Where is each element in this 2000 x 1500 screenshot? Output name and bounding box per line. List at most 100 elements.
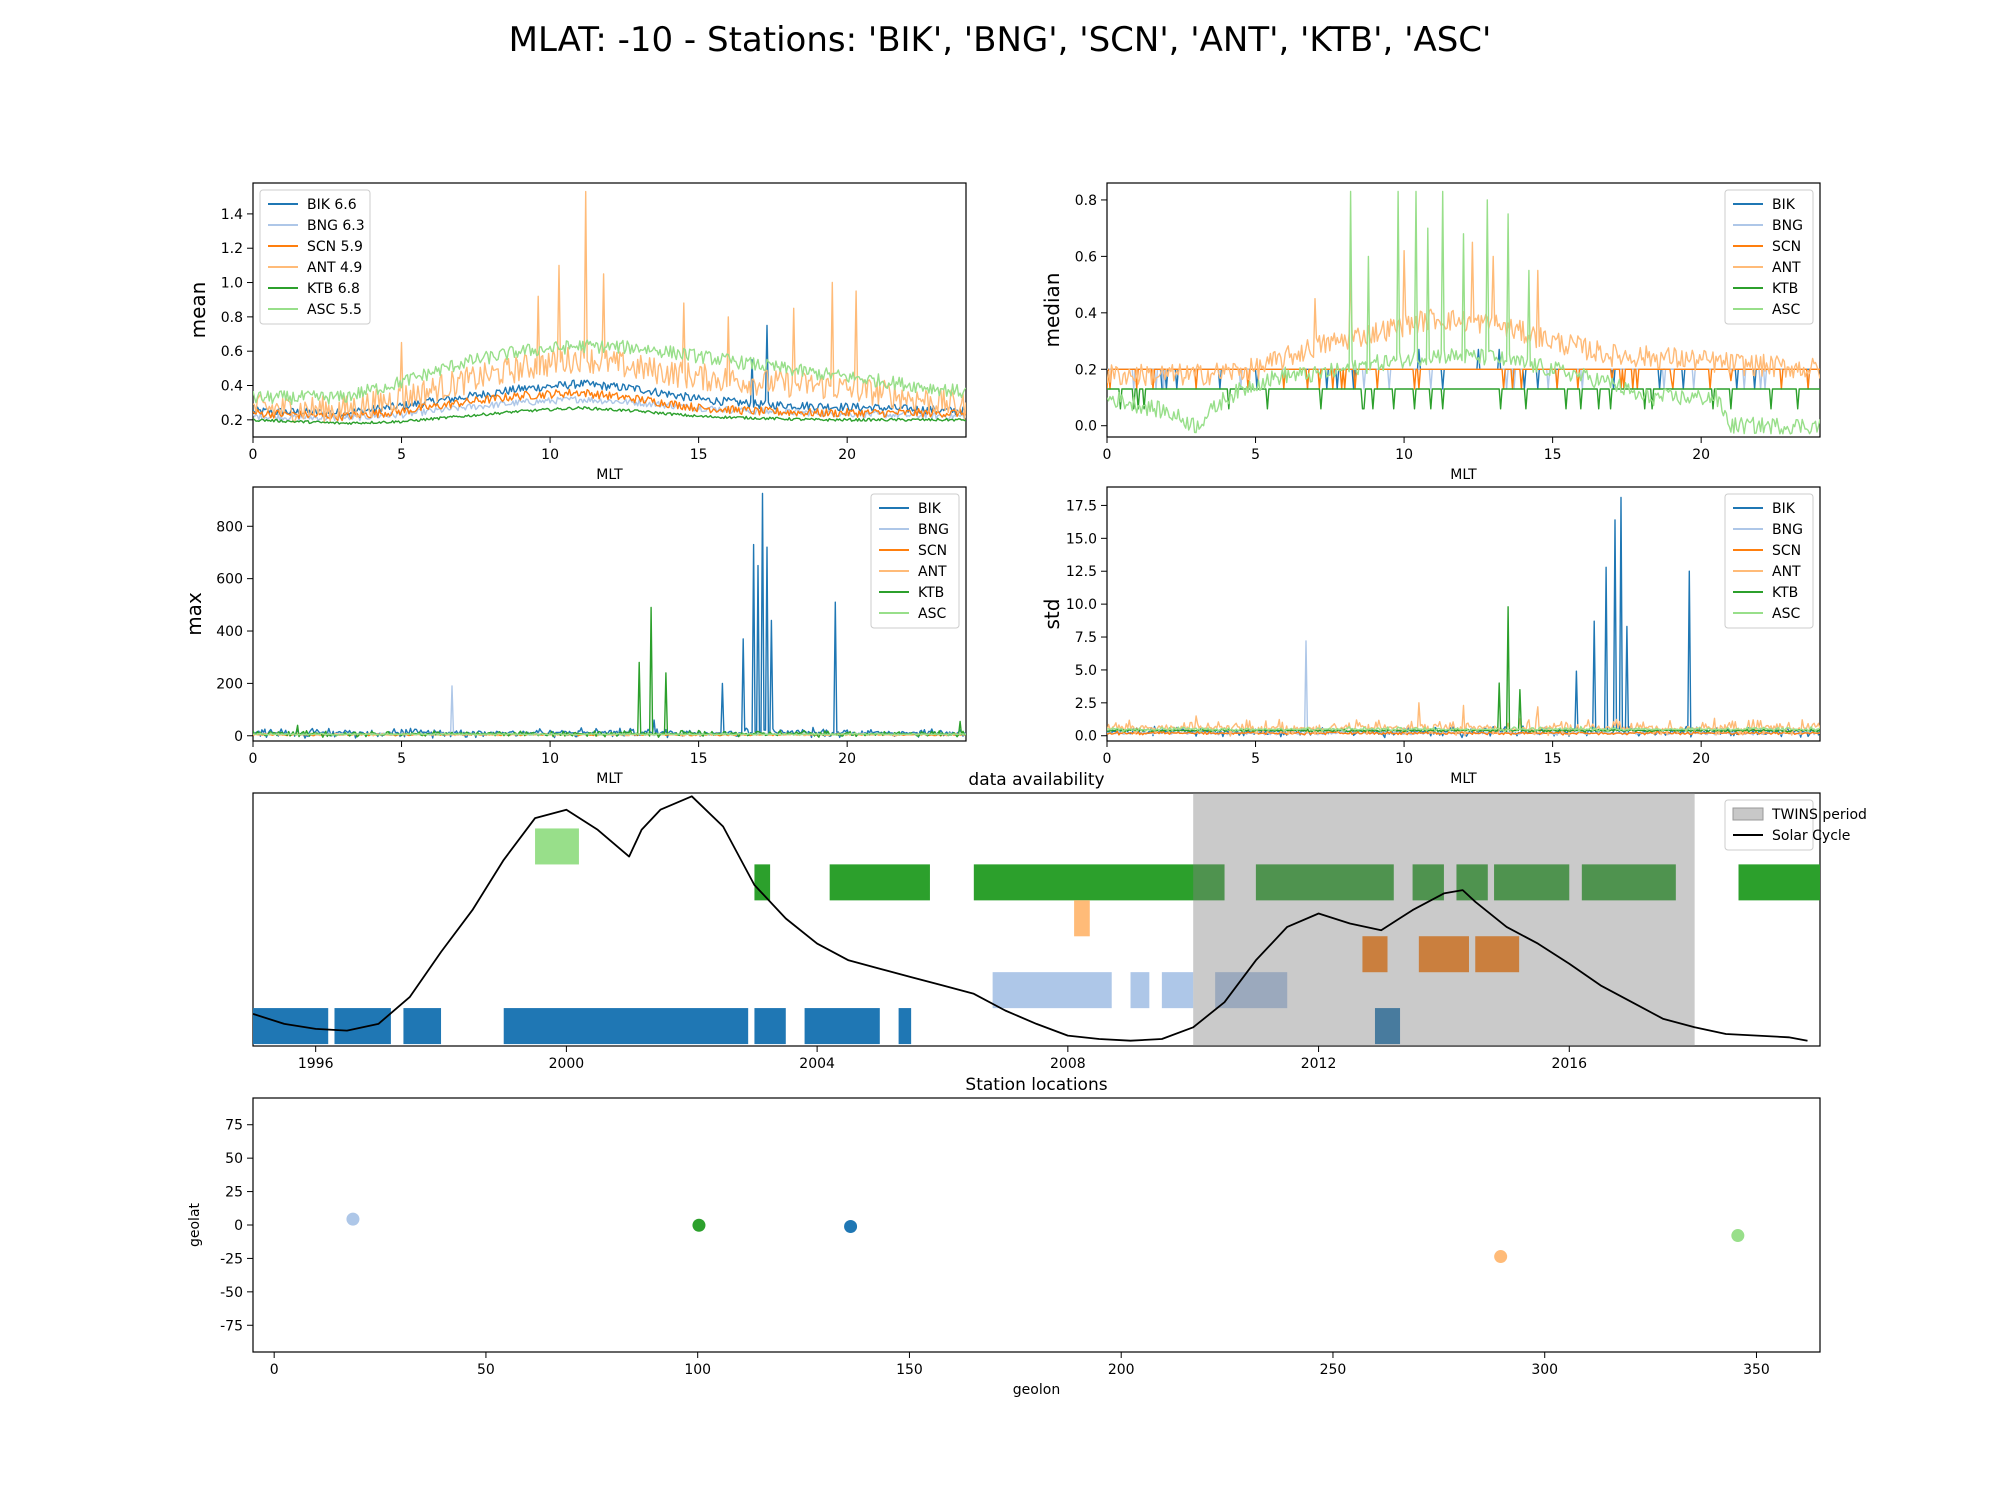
std-ylabel: std <box>1040 599 1064 630</box>
std-xlabel: MLT <box>1450 771 1477 787</box>
availability-xtick-label: 1996 <box>298 1056 334 1072</box>
std-legend-label: ASC <box>1772 606 1800 622</box>
max-ytick-label: 600 <box>216 572 243 588</box>
std-ytick-label: 17.5 <box>1066 498 1097 514</box>
max-ylabel: max <box>182 592 206 636</box>
max-legend-label: SCN <box>918 543 947 559</box>
locations-ytick-label: 75 <box>225 1118 243 1134</box>
std-xtick-label: 20 <box>1692 751 1710 767</box>
availability-bar-asc <box>535 828 579 865</box>
max-series-bng <box>253 685 966 737</box>
max-xtick-label: 10 <box>541 751 559 767</box>
median-frame <box>1106 182 1821 438</box>
median-xtick-label: 5 <box>1251 447 1260 463</box>
locations-xtick-label: 300 <box>1531 1362 1558 1378</box>
availability-bar-ktb <box>1412 864 1444 901</box>
mean-ytick-label: 1.0 <box>221 276 243 292</box>
max-series-bik <box>253 492 966 739</box>
max-series-asc <box>253 732 966 736</box>
median-legend-label: ANT <box>1772 260 1801 276</box>
mean-series-ktb <box>253 406 966 425</box>
max-axes: 0 5 10 15 200200400600800MLTmaxBIKBNGSCNANTK… <box>182 486 967 787</box>
availability-bar-bik <box>403 1008 442 1045</box>
availability-bar-ktb <box>1494 864 1570 901</box>
mean-legend-label: ANT 4.9 <box>307 260 362 276</box>
std-series-asc <box>1107 725 1820 733</box>
median-legend-box <box>1724 189 1814 325</box>
availability-bar-bng <box>1215 972 1288 1009</box>
availability-frame <box>252 792 1821 1047</box>
locations-xtick-label: 350 <box>1743 1362 1770 1378</box>
locations-xtick-label: 100 <box>684 1362 711 1378</box>
std-ytick-label: 15.0 <box>1066 531 1097 547</box>
availability-legend: TWINS period Solar Cycle <box>1724 799 1867 851</box>
availability-bar-ktb <box>754 864 771 901</box>
station-point-ant <box>1494 1250 1508 1264</box>
solar-cycle-line <box>253 795 1808 1042</box>
availability-bar-scn <box>1418 936 1469 973</box>
max-legend-label: KTB <box>918 585 944 601</box>
availability-bar-bik <box>898 1008 912 1045</box>
max-legend-label: ASC <box>918 606 946 622</box>
median-plot-area <box>1107 190 1820 435</box>
std-xtick-label: 5 <box>1251 751 1260 767</box>
median-series-ant <box>1107 241 1820 387</box>
availability-legend-label: Solar Cycle <box>1772 828 1850 844</box>
locations-xtick-label: 0 <box>270 1362 279 1378</box>
median-xtick-label: 20 <box>1692 447 1710 463</box>
station-point-bng <box>346 1212 360 1226</box>
max-xtick-label: 15 <box>690 751 708 767</box>
locations-ylabel: geolat <box>187 1202 203 1247</box>
std-ytick-label: 5.0 <box>1075 663 1097 679</box>
availability-bar-bng <box>1130 972 1150 1009</box>
availability-bar-ktb <box>829 864 930 901</box>
locations-title: Station locations <box>965 1075 1107 1095</box>
figure-title: MLAT: -10 - Stations: 'BIK', 'BNG', 'SCN… <box>508 20 1492 60</box>
mean-legend-label: SCN 5.9 <box>307 239 363 255</box>
availability-bar-bng <box>992 972 1112 1009</box>
median-legend-label: KTB <box>1772 281 1798 297</box>
max-ytick-label: 400 <box>216 624 243 640</box>
availability-xtick-label: 2008 <box>1050 1056 1086 1072</box>
mean-ytick-label: 0.4 <box>221 379 243 395</box>
station-point-bik <box>844 1219 858 1233</box>
availability-bar-bik <box>754 1008 786 1045</box>
availability-legend-swatch <box>1732 807 1764 821</box>
availability-title: data availability <box>968 770 1104 790</box>
max-xtick-label: 0 <box>249 751 258 767</box>
mean-ytick-label: 1.2 <box>221 241 243 257</box>
std-legend: BIK BNG SCN ANT KTB ASC <box>1724 493 1814 629</box>
mean-ytick-label: 0.8 <box>221 310 243 326</box>
max-plot-area <box>253 492 966 739</box>
mean-plot-area <box>253 190 966 425</box>
std-xtick-label: 0 <box>1103 751 1112 767</box>
std-legend-label: BIK <box>1772 501 1796 517</box>
availability-bar-ktb <box>1738 864 1820 901</box>
availability-bar-bik <box>503 1008 749 1045</box>
median-ytick-label: 0.8 <box>1075 193 1097 209</box>
median-ytick-label: 0.0 <box>1075 419 1097 435</box>
median-series-asc <box>1107 190 1820 435</box>
availability-plot-area <box>253 793 1820 1046</box>
availability-xtick-label: 2004 <box>799 1056 835 1072</box>
max-legend-label: BNG <box>918 522 949 538</box>
median-xtick-label: 0 <box>1103 447 1112 463</box>
max-legend-label: ANT <box>918 564 947 580</box>
std-series-bng <box>1107 640 1820 736</box>
availability-xtick-label: 2016 <box>1551 1056 1587 1072</box>
mean-xtick-label: 5 <box>397 447 406 463</box>
median-xlabel: MLT <box>1450 467 1477 483</box>
max-legend-label: BIK <box>918 501 942 517</box>
mean-xtick-label: 20 <box>838 447 856 463</box>
locations-ytick-label: 0 <box>234 1218 243 1234</box>
median-series-bng <box>1107 368 1820 390</box>
locations-ytick-label: 50 <box>225 1151 243 1167</box>
mean-xlabel: MLT <box>596 467 623 483</box>
std-legend-label: KTB <box>1772 585 1798 601</box>
station-point-asc <box>1731 1229 1745 1243</box>
mean-series-bik <box>253 324 966 418</box>
std-series-bik <box>1107 496 1820 739</box>
median-legend-label: ASC <box>1772 302 1800 318</box>
std-series-ktb <box>1107 606 1820 733</box>
